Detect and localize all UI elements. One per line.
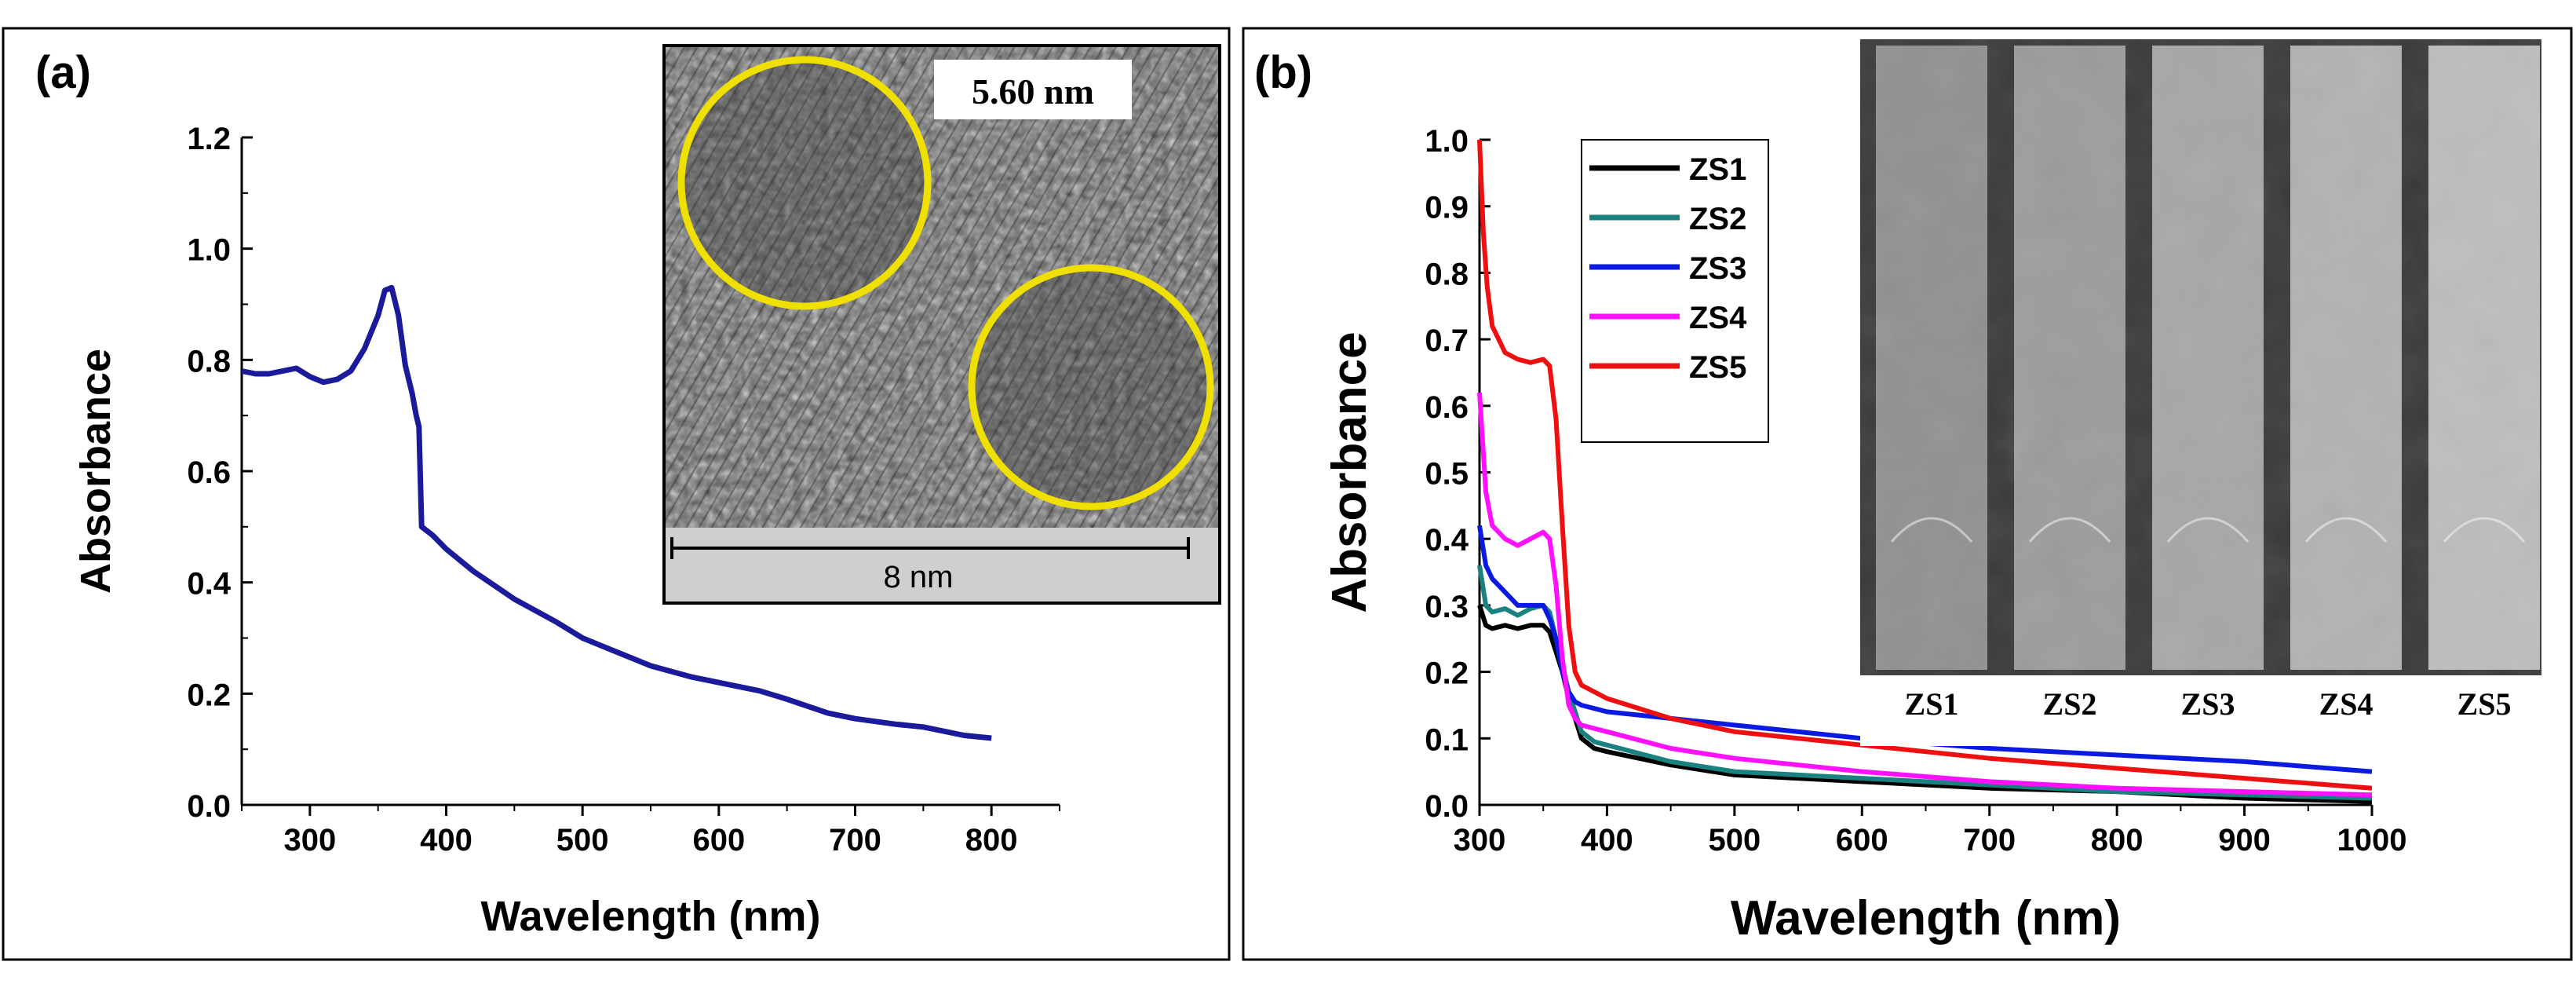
x-tick-label-b: 1000 <box>2337 823 2407 858</box>
panel-a-frame <box>2 27 1231 961</box>
sample-label-zs5: ZS5 <box>2457 686 2512 722</box>
y-tick-label-a: 1.2 <box>187 122 231 156</box>
chart-b: 0.0 0.1 0.2 0.3 0.4 0.5 0.6 0.7 0.8 0.9 1.0 300 400 5… <box>1323 124 2406 945</box>
y-tick-label-b: 0.9 <box>1425 191 1469 225</box>
x-tick-label-a: 700 <box>829 823 881 858</box>
x-tick-label-a: 400 <box>420 823 473 858</box>
tem-lattice-fringes <box>664 46 1220 556</box>
y-axis-label-b: Absorbance <box>1323 331 1377 613</box>
sample-label-zs3: ZS3 <box>2181 686 2235 722</box>
sample-label-zs2: ZS2 <box>2043 686 2097 722</box>
y-tick-label-b: 0.6 <box>1425 390 1469 425</box>
series-line-spectrum <box>241 284 992 741</box>
legend-label-zs5: ZS5 <box>1689 350 1746 385</box>
y-tick-label-b: 1.0 <box>1425 124 1469 159</box>
x-tick-label-b: 800 <box>2091 823 2144 858</box>
x-tick-label-a: 500 <box>556 823 609 858</box>
y-tick-label-a: 0.4 <box>187 567 231 602</box>
size-label-box <box>934 60 1132 119</box>
y-tick-label-b: 0.1 <box>1425 722 1469 757</box>
x-tick-label-b: 300 <box>1454 823 1506 858</box>
x-tick-label-a: 800 <box>965 823 1018 858</box>
x-axis-label-b: Wavelength (nm) <box>1731 891 2121 945</box>
x-tick-label-b: 900 <box>2218 823 2271 858</box>
legend-label-zs3: ZS3 <box>1689 251 1746 286</box>
particle-2-shade <box>972 268 1210 506</box>
panel-b-label: (b) <box>1254 47 1312 98</box>
legend-box <box>1581 139 1769 443</box>
y-tick-label-a: 0.8 <box>187 344 231 378</box>
x-tick-label-b: 400 <box>1581 823 1633 858</box>
nanoparticle-circle-2 <box>968 264 1214 510</box>
x-tick-label-b: 600 <box>1836 823 1888 858</box>
particle-1-shade <box>681 60 928 306</box>
size-label: 5.60 nm <box>972 71 1094 112</box>
y-tick-label-b: 0.3 <box>1425 590 1469 624</box>
series-line-zs4 <box>1477 392 2373 798</box>
tem-inset: 5.60 nm 8 nm <box>662 44 1221 605</box>
legend-label-zs4: ZS4 <box>1689 301 1747 335</box>
scale-bar-panel <box>664 528 1220 603</box>
x-tick-label-b: 700 <box>1963 823 2016 858</box>
tem-inset-border <box>662 44 1221 605</box>
sample-label-zs1: ZS1 <box>1905 686 1959 722</box>
y-tick-label-b: 0.4 <box>1425 523 1469 558</box>
legend-label-zs2: ZS2 <box>1689 202 1746 236</box>
sample-label-zs4: ZS4 <box>2319 686 2373 722</box>
legend-b: ZS1 ZS2 ZS3 ZS4 ZS5 <box>1581 139 1769 443</box>
y-tick-label-b: 0.0 <box>1425 789 1469 824</box>
x-axis-label-a: Wavelength (nm) <box>480 893 820 940</box>
nanoparticle-circle-1 <box>677 56 932 310</box>
legend-label-zs1: ZS1 <box>1689 152 1746 187</box>
films-photo-inset: ZS1 ZS2 ZS3 ZS4 ZS5 <box>1860 39 2541 746</box>
x-tick-label-a: 600 <box>692 823 745 858</box>
photo-label-strip <box>1860 675 2541 746</box>
y-tick-label-a: 0.0 <box>187 789 231 824</box>
panel-a-label: (a) <box>35 47 91 98</box>
y-tick-label-b: 0.8 <box>1425 257 1469 291</box>
panel-b-frame <box>1242 27 2573 961</box>
y-tick-label-b: 0.5 <box>1425 457 1469 492</box>
y-tick-label-a: 1.0 <box>187 233 231 268</box>
y-axis-label-a: Absorbance <box>72 349 119 594</box>
series-line-zs5 <box>1477 139 2373 791</box>
x-tick-label-b: 500 <box>1708 823 1761 858</box>
photo-texture <box>1860 39 2541 675</box>
y-tick-label-a: 0.2 <box>187 678 231 712</box>
x-tick-label-a: 300 <box>283 823 336 858</box>
y-tick-label-b: 0.2 <box>1425 656 1469 691</box>
scale-bar-label: 8 nm <box>884 560 954 594</box>
series-line-zs2 <box>1477 565 2373 801</box>
y-tick-label-b: 0.7 <box>1425 324 1469 358</box>
y-tick-label-a: 0.6 <box>187 455 231 490</box>
